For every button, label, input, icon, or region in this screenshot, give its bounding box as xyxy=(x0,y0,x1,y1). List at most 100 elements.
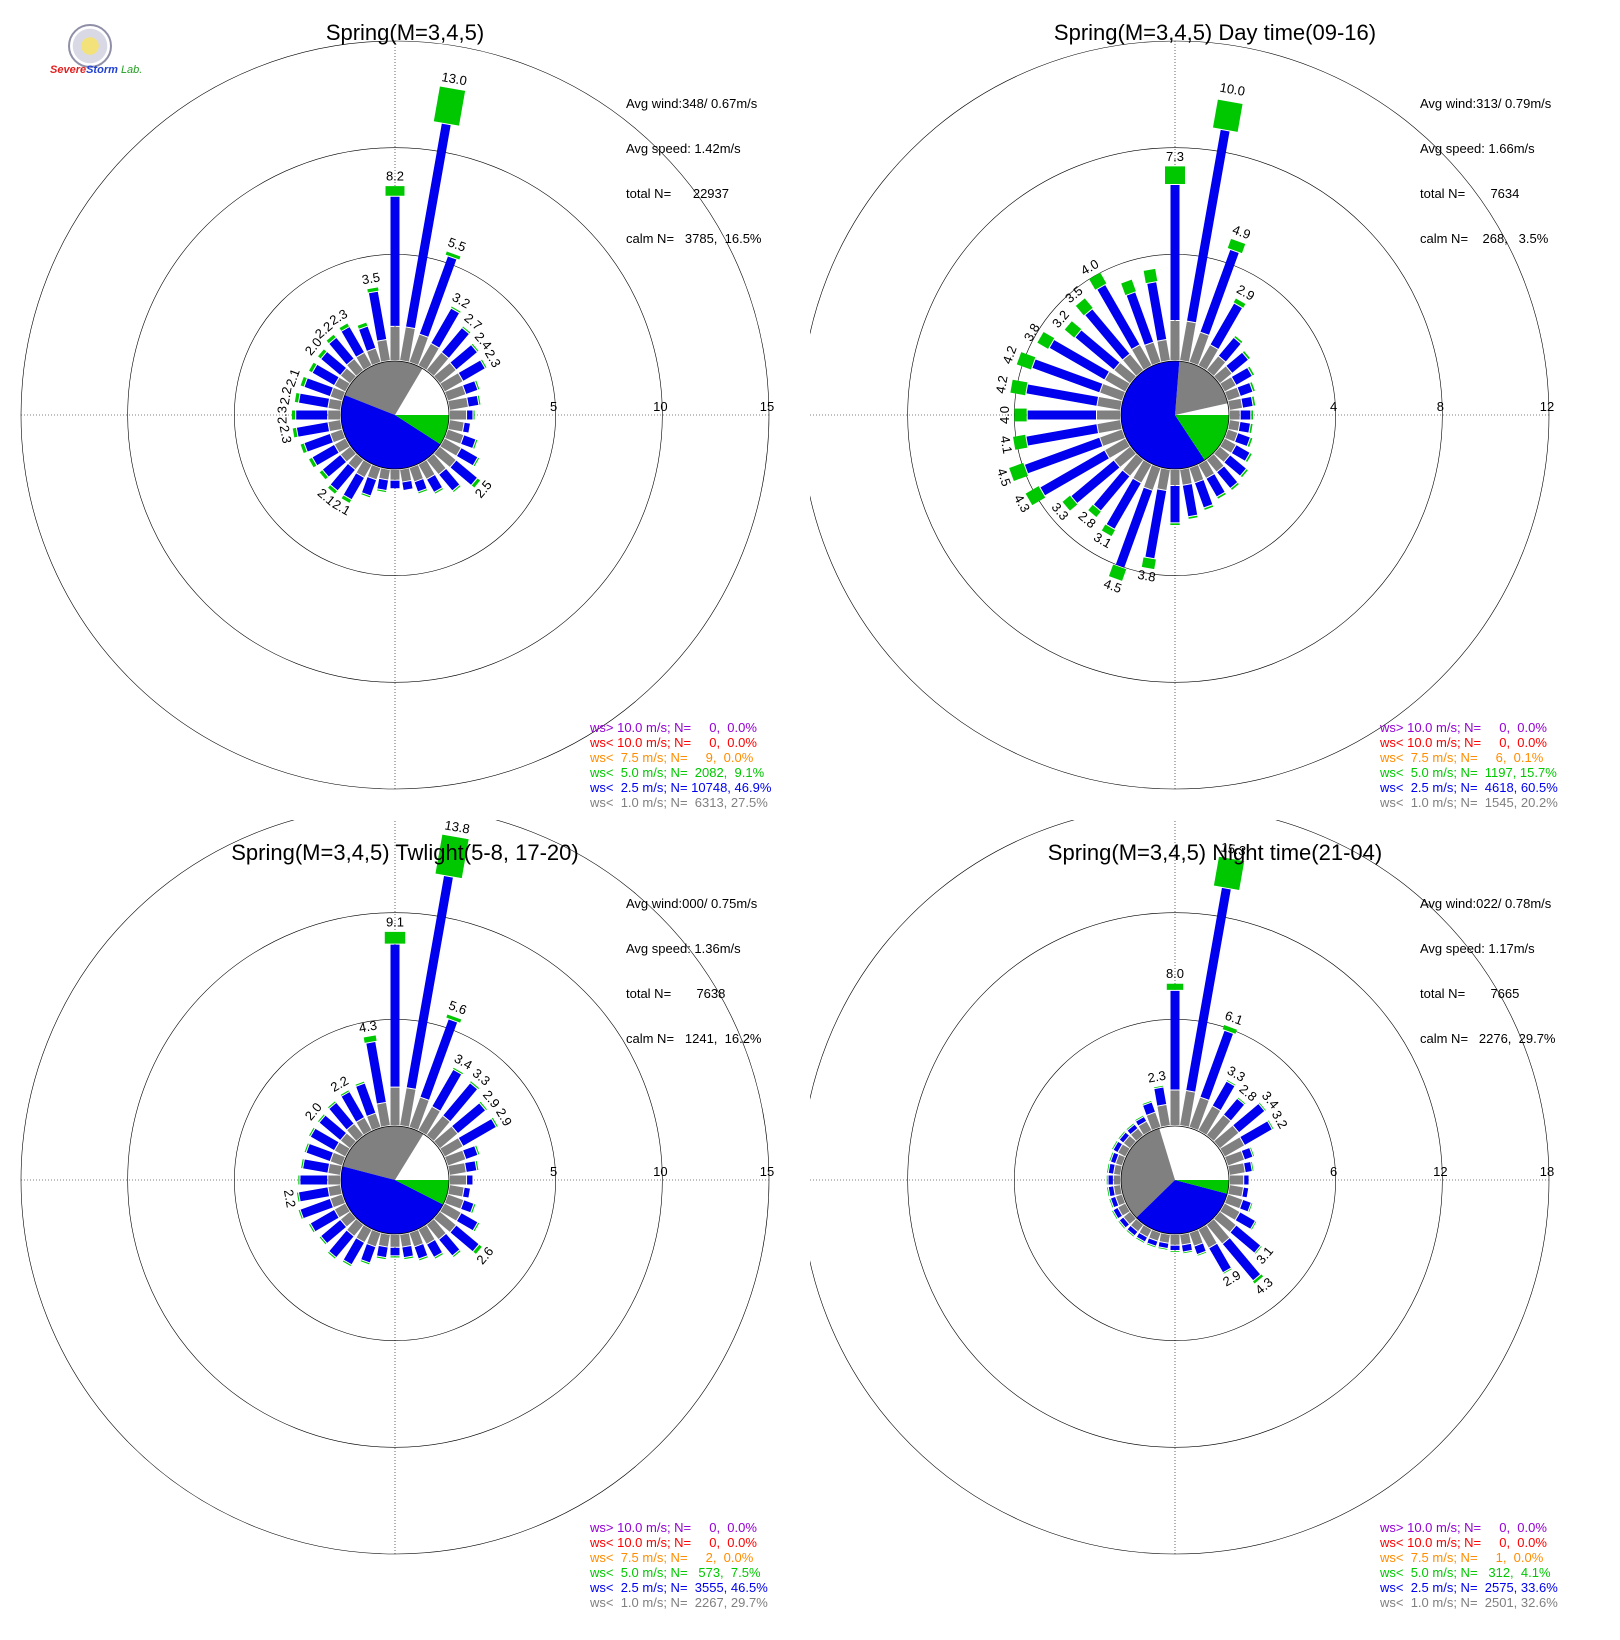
wind-bar-segment xyxy=(1225,429,1238,442)
wind-bar-170 xyxy=(400,1233,414,1260)
wind-bar-160 xyxy=(409,1230,428,1261)
wind-bar-segment xyxy=(473,457,480,467)
wind-bar-segment xyxy=(309,362,317,373)
wind-bar-segment xyxy=(361,1244,376,1263)
wind-bar-segment xyxy=(367,1113,381,1130)
wind-bar-260 xyxy=(1013,420,1122,450)
wind-bar-segment xyxy=(330,1194,345,1208)
wind-bar-segment xyxy=(1157,1105,1170,1127)
wind-bar-segment xyxy=(291,410,296,420)
wind-bar-segment xyxy=(1075,298,1093,316)
wind-bar-150 xyxy=(1198,1225,1232,1274)
wind-bar-segment xyxy=(463,1187,470,1198)
wind-bar-20 xyxy=(409,1014,462,1130)
wind-bar-segment xyxy=(1189,465,1204,483)
wind-bar-340 xyxy=(1121,279,1161,365)
wind-bar-segment xyxy=(1170,1245,1180,1250)
wind-bar-segment xyxy=(1214,1125,1239,1149)
wind-bar-segment xyxy=(301,1159,304,1169)
stats-box: Avg wind:313/ 0.79m/s Avg speed: 1.66m/s… xyxy=(1420,66,1551,276)
calm-pie-slice xyxy=(342,1126,424,1180)
wind-bar-segment xyxy=(299,393,330,408)
wind-bar-80 xyxy=(1228,1161,1254,1175)
wind-bar-segment xyxy=(340,1211,356,1227)
wind-bar-segment xyxy=(1145,489,1167,559)
wind-bar-segment xyxy=(1100,429,1125,446)
wind-bar-segment xyxy=(1240,1200,1251,1212)
wind-bar-segment xyxy=(1230,1225,1261,1253)
wind-bar-segment xyxy=(1245,453,1252,462)
wind-bar-segment xyxy=(1158,1247,1168,1250)
wind-bar-segment xyxy=(1170,486,1180,523)
wind-bar-240 xyxy=(1025,438,1130,506)
wind-bar-segment xyxy=(1206,356,1226,376)
avg-speed-text: Avg speed: 1.66m/s xyxy=(1420,141,1535,156)
wind-bar-segment xyxy=(329,1103,354,1130)
wind-bar-segment xyxy=(467,1175,473,1185)
wind-bar-segment xyxy=(450,460,477,485)
wind-bar-180 xyxy=(1170,1235,1180,1252)
wind-bar-segment xyxy=(390,470,400,480)
wind-bar-segment xyxy=(1233,298,1246,308)
wind-bar-130 xyxy=(1214,1211,1262,1254)
wind-bar-segment xyxy=(473,439,478,449)
wind-bar-140 xyxy=(1206,454,1239,490)
wind-bar-300 xyxy=(309,1127,350,1157)
calm-circle xyxy=(340,360,450,470)
wind-bar-segment xyxy=(1113,1175,1120,1185)
wind-bar-0 xyxy=(1166,983,1184,1125)
wind-bar-segment xyxy=(1237,1097,1246,1104)
wind-bar-segment xyxy=(339,323,349,331)
wind-bar-segment xyxy=(467,396,479,407)
bar-value-label: 2.5 xyxy=(472,477,495,500)
calm-pie-slice xyxy=(1175,361,1228,415)
bar-value-label: 4.0 xyxy=(997,406,1012,424)
wind-bar-segment xyxy=(475,1161,479,1171)
tick-label: 12 xyxy=(1433,1164,1447,1179)
wind-bar-segment xyxy=(1258,1102,1266,1111)
wind-bar-segment xyxy=(435,834,469,879)
legend-item: ws< 2.5 m/s; N= 4618, 60.5% xyxy=(1380,780,1558,795)
wind-bar-70 xyxy=(445,380,480,401)
wind-bar-segment xyxy=(1224,1098,1245,1121)
wind-bar-segment xyxy=(1154,1085,1164,1089)
wind-bar-segment xyxy=(1180,321,1196,362)
wind-bar-segment xyxy=(340,1133,356,1149)
wind-bar-210 xyxy=(1136,1225,1152,1243)
wind-bar-segment xyxy=(440,1203,461,1221)
wind-bar-segment xyxy=(341,495,352,503)
wind-bar-40 xyxy=(426,326,471,376)
wind-bar-270 xyxy=(1106,1175,1120,1185)
chart-title: Spring(M=3,4,5) Night time(21-04) xyxy=(1047,840,1383,865)
wind-bar-segment xyxy=(414,479,427,492)
wind-bar-segment xyxy=(1142,1100,1152,1105)
wind-bar-170 xyxy=(1180,1233,1193,1254)
wind-bar-segment xyxy=(298,1175,300,1185)
wind-bar-segment xyxy=(377,1245,388,1258)
wind-bar-segment xyxy=(303,1159,330,1173)
tick-label: 5 xyxy=(550,1164,557,1179)
wind-bar-90 xyxy=(450,1175,473,1185)
wind-bar-segment xyxy=(322,455,346,477)
wind-bar-340 xyxy=(355,1081,381,1130)
wind-bar-segment xyxy=(433,86,466,126)
wind-bar-segment xyxy=(1237,383,1253,396)
wind-bar-segment xyxy=(367,465,381,480)
wind-bar-segment xyxy=(340,446,356,462)
legend-item: ws< 10.0 m/s; N= 0, 0.0% xyxy=(590,1535,757,1550)
wind-bar-120 xyxy=(440,1203,480,1232)
wind-bar-280 xyxy=(1010,379,1122,410)
wind-rose-panel-all: 5 10 15 8.2 13.0 5.5 3.2 2.7 2.4 2.3 2.5 2.1 2.1 2.3 2… xyxy=(0,0,810,820)
wind-bar-100 xyxy=(448,1185,470,1198)
wind-bar-segment xyxy=(477,395,481,405)
wind-bar-segment xyxy=(321,1220,346,1243)
legend-item: ws< 7.5 m/s; N= 1, 0.0% xyxy=(1380,1550,1544,1565)
wind-bar-segment xyxy=(1228,1185,1243,1197)
wind-bar-segment xyxy=(1244,1175,1249,1185)
wind-bar-segment xyxy=(1127,1226,1138,1236)
total-n-text: total N= 7638 xyxy=(626,986,726,1001)
wind-bar-segment xyxy=(1165,166,1185,184)
wind-bar-segment xyxy=(1213,856,1245,890)
wind-bar-segment xyxy=(328,398,342,410)
wind-bar-segment xyxy=(321,352,346,375)
